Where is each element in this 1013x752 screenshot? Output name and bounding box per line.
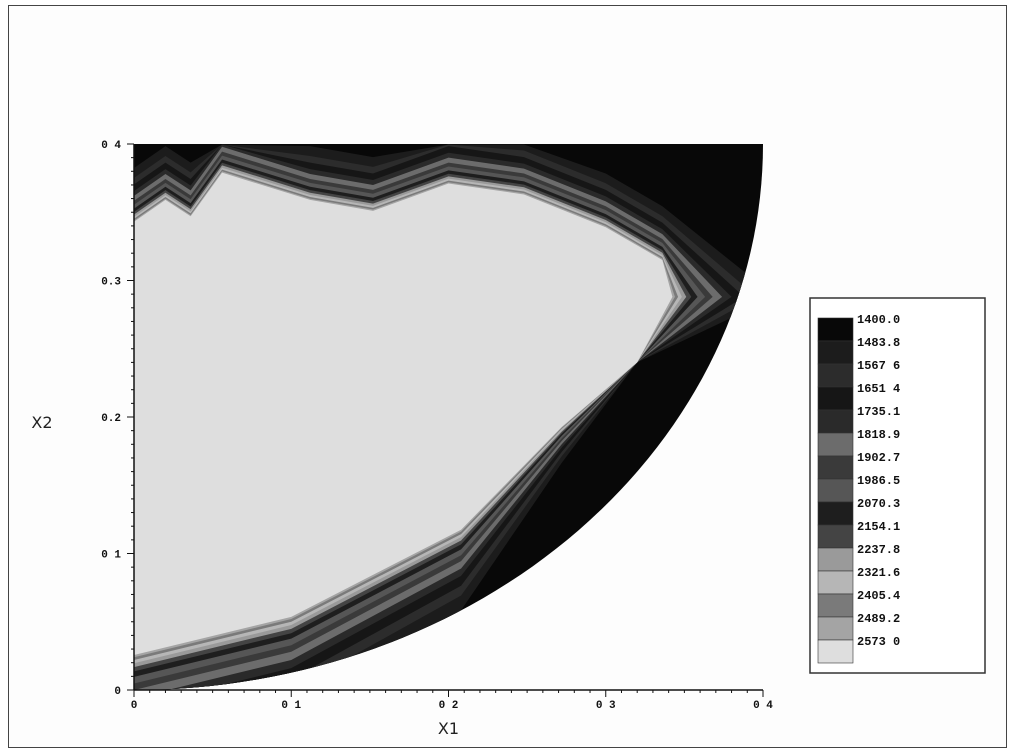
legend-swatch <box>817 363 854 388</box>
y-tick-label: 0.2 <box>101 413 121 425</box>
x-tick-label: 0 1 <box>281 700 301 712</box>
legend-swatch <box>817 409 854 434</box>
legend-swatch <box>817 455 854 480</box>
contour-band <box>134 172 673 656</box>
axes: 0 0 1 0 2 0 3 0 4 0 0 1 0.2 0.3 0 4 <box>101 140 773 712</box>
legend: 1400.0 1483.8 1567 6 1651 4 1735.1 1818.9 1902… <box>809 297 986 674</box>
legend-label: 1818.9 <box>857 428 900 442</box>
legend-label: 1567 6 <box>857 359 900 373</box>
legend-label: 2573 0 <box>857 635 900 649</box>
x-tick-label: 0 4 <box>753 700 773 712</box>
y-tick-label: 0.3 <box>101 277 121 289</box>
legend-label: 2321.6 <box>857 566 900 580</box>
legend-label: 2070.3 <box>857 497 900 511</box>
legend-swatch <box>817 340 854 365</box>
x-tick-label: 0 2 <box>439 700 459 712</box>
x-tick-label: 0 3 <box>596 700 616 712</box>
plot-area <box>134 144 763 690</box>
legend-swatch <box>817 432 854 457</box>
x-axis-label: X1 <box>438 719 459 738</box>
legend-swatch <box>817 570 854 595</box>
legend-swatch <box>817 547 854 572</box>
legend-label: 2237.8 <box>857 543 900 557</box>
legend-label: 2489.2 <box>857 612 900 626</box>
y-tick-label: 0 <box>114 686 121 698</box>
legend-label: 1651 4 <box>857 382 900 396</box>
legend-swatch <box>817 501 854 526</box>
y-tick-label: 0 4 <box>101 140 121 152</box>
legend-label: 2405.4 <box>857 589 900 603</box>
legend-label: 1902.7 <box>857 451 900 465</box>
legend-swatch <box>817 524 854 549</box>
x-tick-label: 0 <box>131 700 138 712</box>
legend-swatch <box>817 616 854 641</box>
y-tick-label: 0 1 <box>101 550 121 562</box>
legend-label: 2154.1 <box>857 520 900 534</box>
legend-label: 1400.0 <box>857 313 900 327</box>
y-axis-label: X2 <box>31 413 52 432</box>
legend-swatch <box>817 478 854 503</box>
legend-label: 1986.5 <box>857 474 900 488</box>
legend-swatch <box>817 593 854 618</box>
legend-swatch <box>817 386 854 411</box>
legend-label: 1735.1 <box>857 405 900 419</box>
legend-swatch <box>817 639 854 664</box>
legend-swatch <box>817 317 854 342</box>
legend-label: 1483.8 <box>857 336 900 350</box>
